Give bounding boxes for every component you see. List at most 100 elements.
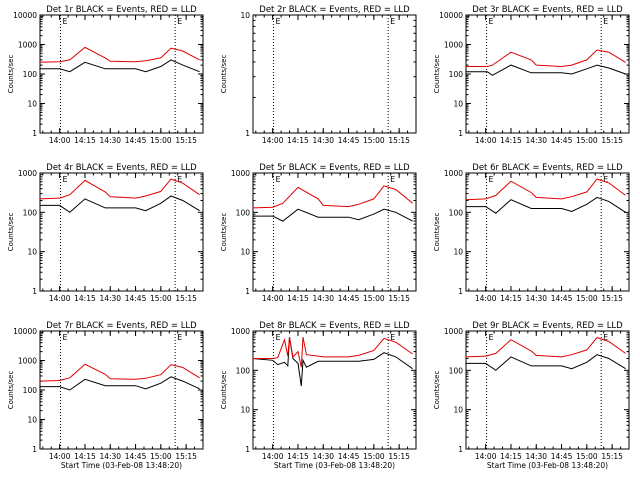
y-tick-label: 10: [453, 406, 463, 415]
x-tick-label: 14:45: [338, 452, 360, 461]
series-line-events: [252, 208, 413, 222]
event-marker-label: E: [276, 175, 281, 184]
y-tick-label: 1000: [18, 41, 37, 50]
x-tick-label: 14:30: [312, 294, 334, 303]
event-marker-label: E: [489, 17, 494, 26]
event-marker-label: E: [177, 175, 182, 184]
chart-panel-7: Det 7r BLACK = Events, RED = LLD Counts/s…: [7, 321, 204, 470]
x-tick-label: 15:00: [363, 136, 385, 145]
x-tick-label: 15:15: [175, 294, 197, 303]
y-tick-label: 1: [245, 445, 250, 454]
x-tick-label: 15:00: [363, 294, 385, 303]
y-axis-label: Counts/sec: [433, 213, 441, 252]
x-tick-label: 14:00: [475, 294, 497, 303]
x-tick-label: 15:15: [175, 452, 197, 461]
x-tick-label: 14:30: [525, 294, 547, 303]
x-tick-label: 15:15: [601, 136, 623, 145]
series-line-lld: [39, 46, 200, 63]
x-tick-label: 15:00: [150, 452, 172, 461]
x-tick-label: 14:45: [551, 136, 573, 145]
chart-panel-4: Det 4r BLACK = Events, RED = LLD Counts/s…: [7, 163, 204, 303]
x-axis-label: Start Time (03-Feb-08 13:48:20): [487, 461, 608, 470]
x-tick-label: 14:45: [125, 452, 147, 461]
x-tick-label: 14:00: [49, 136, 71, 145]
y-tick-label: 10000: [13, 327, 37, 336]
x-tick-label: 14:30: [312, 452, 334, 461]
x-tick-label: 14:45: [551, 294, 573, 303]
x-tick-label: 14:15: [287, 452, 309, 461]
chart-title: Det 6r BLACK = Events, RED = LLD: [472, 163, 623, 173]
y-tick-label: 10: [27, 100, 37, 109]
plot-frame: [39, 330, 204, 450]
x-tick-label: 14:00: [49, 294, 71, 303]
event-marker-label: E: [63, 175, 68, 184]
x-tick-label: 15:00: [576, 452, 598, 461]
chart-title: Det 5r BLACK = Events, RED = LLD: [259, 163, 410, 173]
y-tick-label: 1: [32, 129, 37, 138]
y-tick-label: 10: [27, 248, 37, 257]
event-marker-label: E: [489, 175, 494, 184]
y-axis-label: Counts/sec: [433, 55, 441, 94]
y-tick-label: 1: [32, 287, 37, 296]
event-marker-label: E: [276, 17, 281, 26]
x-tick-label: 14:15: [74, 452, 96, 461]
event-marker-label: E: [177, 17, 182, 26]
chart-panel-9: Det 9r BLACK = Events, RED = LLD Counts/s…: [433, 321, 630, 470]
y-tick-label: 1: [458, 129, 463, 138]
y-tick-label: 100: [236, 208, 251, 217]
y-tick-label: 10: [240, 11, 250, 20]
x-tick-label: 14:00: [49, 452, 71, 461]
x-tick-label: 14:00: [262, 136, 284, 145]
y-tick-label: 100: [449, 70, 464, 79]
series-line-events: [39, 376, 200, 391]
chart-panel-3: Det 3r BLACK = Events, RED = LLD Counts/s…: [433, 5, 630, 145]
event-marker-label: E: [63, 333, 68, 342]
y-axis-label: Counts/sec: [220, 55, 228, 94]
y-tick-label: 1000: [231, 169, 250, 178]
x-tick-label: 15:15: [601, 452, 623, 461]
y-tick-label: 1000: [444, 41, 463, 50]
y-tick-label: 1: [32, 445, 37, 454]
plot-frame: [252, 330, 417, 450]
y-axis-label: Counts/sec: [433, 371, 441, 410]
x-tick-label: 15:15: [388, 452, 410, 461]
x-tick-label: 14:30: [99, 294, 121, 303]
x-tick-label: 14:00: [475, 136, 497, 145]
plot-frame: [39, 172, 204, 292]
plot-frame: [252, 172, 417, 292]
x-tick-label: 14:15: [500, 294, 522, 303]
chart-panel-5: Det 5r BLACK = Events, RED = LLD Counts/s…: [220, 163, 417, 303]
x-tick-label: 14:00: [475, 452, 497, 461]
x-tick-label: 14:15: [74, 294, 96, 303]
y-tick-label: 10: [453, 100, 463, 109]
x-tick-label: 14:00: [262, 294, 284, 303]
x-tick-label: 14:15: [287, 136, 309, 145]
y-tick-label: 100: [236, 366, 251, 375]
y-tick-label: 1000: [18, 169, 37, 178]
x-tick-label: 14:45: [125, 136, 147, 145]
plot-frame: [465, 330, 630, 450]
y-tick-label: 100: [449, 366, 464, 375]
x-tick-label: 15:00: [150, 294, 172, 303]
x-tick-label: 14:45: [125, 294, 147, 303]
x-tick-label: 14:30: [525, 452, 547, 461]
series-line-lld: [465, 178, 626, 201]
series-line-lld: [465, 337, 626, 358]
x-tick-label: 15:15: [388, 294, 410, 303]
x-tick-label: 14:45: [338, 136, 360, 145]
y-tick-label: 10: [240, 406, 250, 415]
event-marker-label: E: [390, 333, 395, 342]
event-marker-label: E: [390, 175, 395, 184]
x-tick-label: 14:15: [74, 136, 96, 145]
chart-title: Det 1r BLACK = Events, RED = LLD: [46, 5, 197, 15]
y-tick-label: 100: [23, 208, 38, 217]
x-tick-label: 15:15: [601, 294, 623, 303]
y-tick-label: 10: [453, 248, 463, 257]
x-tick-label: 15:00: [576, 294, 598, 303]
x-axis-label: Start Time (03-Feb-08 13:48:20): [61, 461, 182, 470]
x-tick-label: 14:30: [99, 452, 121, 461]
y-axis-label: Counts/sec: [7, 213, 15, 252]
x-tick-label: 15:00: [150, 136, 172, 145]
x-tick-label: 14:30: [312, 136, 334, 145]
